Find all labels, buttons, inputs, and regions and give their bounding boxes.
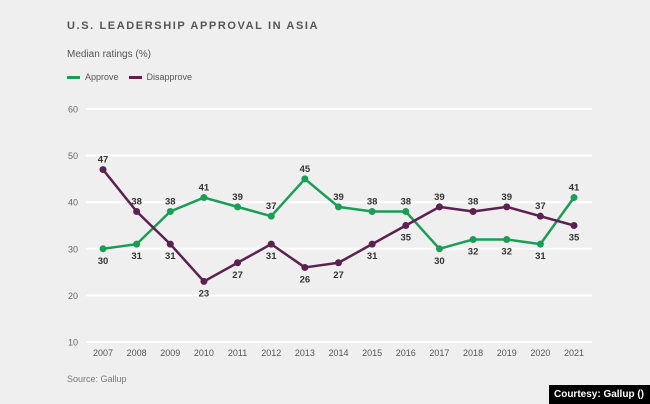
x-tick-label: 2011 (228, 348, 247, 358)
x-tick-label: 2009 (160, 348, 180, 358)
y-tick-label: 40 (68, 198, 78, 208)
data-point-disapprove (503, 203, 511, 211)
data-point-disapprove (402, 222, 410, 229)
x-tick-label: 2012 (261, 348, 281, 358)
data-label-disapprove: 31 (165, 251, 176, 262)
data-point-approve (435, 245, 443, 253)
data-point-disapprove (133, 208, 141, 216)
data-point-approve (469, 235, 477, 243)
y-tick-label: 10 (68, 338, 78, 348)
source-note: Source: Gallup (67, 374, 127, 384)
data-point-approve (200, 194, 208, 202)
chart-title: U.S. LEADERSHIP APPROVAL IN ASIA (67, 20, 320, 32)
chart-subtitle: Median ratings (%) (67, 49, 151, 60)
data-point-disapprove (435, 203, 443, 211)
data-point-disapprove (234, 259, 242, 267)
data-label-disapprove: 38 (468, 197, 479, 208)
data-point-disapprove (335, 259, 342, 267)
data-point-disapprove (166, 240, 174, 248)
data-label-approve: 32 (501, 246, 512, 257)
legend: Approve Disapprove (67, 72, 202, 82)
legend-swatch-approve (67, 75, 80, 79)
data-point-approve (536, 240, 544, 248)
series-line-approve (102, 177, 576, 251)
data-point-approve (267, 212, 275, 220)
data-point-disapprove (368, 240, 376, 248)
data-label-approve: 45 (300, 164, 311, 175)
data-point-disapprove (469, 208, 477, 216)
data-point-approve (301, 175, 309, 183)
y-tick-label: 20 (68, 291, 78, 301)
data-label-approve: 38 (165, 197, 176, 208)
data-point-disapprove (536, 212, 544, 220)
data-point-approve (99, 245, 107, 253)
data-label-disapprove: 47 (98, 155, 109, 166)
data-label-approve: 30 (98, 256, 109, 267)
data-point-disapprove (267, 240, 275, 248)
data-label-disapprove: 23 (199, 288, 210, 299)
data-label-approve: 39 (232, 192, 243, 203)
x-tick-label: 2008 (127, 348, 147, 358)
data-label-approve: 39 (333, 192, 344, 203)
x-tick-label: 2017 (429, 348, 449, 358)
data-label-approve: 30 (434, 256, 445, 267)
x-tick-label: 2013 (295, 348, 315, 358)
x-tick-label: 2021 (564, 348, 584, 358)
x-tick-label: 2014 (328, 348, 348, 358)
legend-item-approve: Approve (67, 72, 119, 82)
data-label-disapprove: 35 (569, 233, 580, 244)
data-label-disapprove: 39 (434, 192, 445, 203)
legend-label-approve: Approve (85, 72, 119, 82)
data-label-disapprove: 35 (400, 233, 411, 244)
data-label-approve: 38 (400, 197, 411, 208)
legend-item-disapprove: Disapprove (128, 72, 193, 82)
data-point-approve (570, 194, 578, 202)
data-label-approve: 38 (367, 197, 378, 208)
courtesy-badge: Courtesy: Gallup () (548, 385, 650, 404)
data-label-approve: 31 (535, 251, 546, 262)
y-tick-label: 30 (68, 244, 78, 254)
x-tick-label: 2015 (362, 348, 382, 358)
data-label-approve: 41 (199, 183, 210, 194)
data-point-disapprove (200, 277, 208, 285)
data-label-disapprove: 27 (232, 270, 243, 281)
data-label-disapprove: 31 (266, 251, 277, 262)
data-label-disapprove: 27 (333, 270, 344, 281)
data-point-approve (133, 240, 141, 248)
data-point-approve (368, 208, 376, 216)
data-point-approve (503, 235, 511, 243)
x-tick-label: 2019 (497, 348, 517, 358)
data-label-approve: 31 (131, 251, 142, 262)
y-tick-label: 60 (68, 105, 78, 115)
data-label-approve: 41 (569, 183, 580, 194)
data-label-disapprove: 38 (131, 197, 142, 208)
data-label-disapprove: 39 (501, 192, 512, 203)
x-tick-label: 2020 (530, 348, 550, 358)
y-tick-label: 50 (68, 151, 78, 161)
legend-swatch-disapprove (128, 75, 142, 79)
data-point-disapprove (301, 263, 309, 271)
x-tick-label: 2007 (93, 348, 113, 358)
data-point-approve (402, 208, 410, 216)
data-label-disapprove: 31 (367, 251, 378, 262)
data-label-disapprove: 26 (300, 274, 311, 285)
data-point-approve (335, 203, 342, 211)
data-point-approve (234, 203, 242, 211)
data-label-approve: 32 (468, 246, 479, 257)
data-label-approve: 37 (266, 201, 277, 212)
x-tick-label: 2018 (463, 348, 483, 358)
x-tick-label: 2016 (396, 348, 416, 358)
data-point-approve (166, 208, 174, 216)
data-point-disapprove (570, 222, 578, 229)
legend-label-disapprove: Disapprove (146, 72, 193, 82)
data-point-disapprove (99, 166, 107, 174)
data-label-disapprove: 37 (535, 201, 546, 212)
x-tick-label: 2010 (194, 348, 214, 358)
